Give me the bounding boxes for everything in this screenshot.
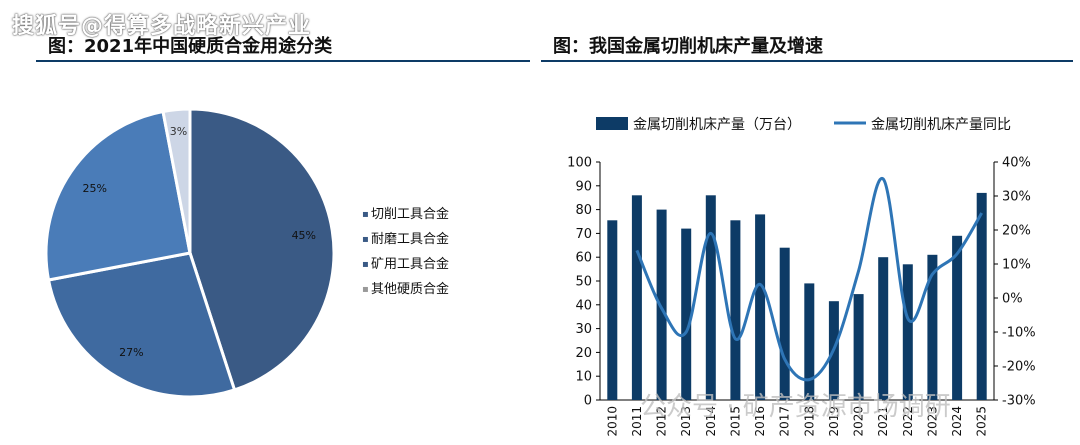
x-tick-label: 2015 [728,406,742,437]
bar-2014 [705,195,716,400]
pie-slice-2 [46,251,237,399]
x-tick-label: 2020 [852,406,866,437]
y-left-tick-label: 90 [575,179,592,194]
y-right-tick-label: 20% [1002,224,1031,239]
pie-title-rule [36,60,530,62]
y-left-tick-label: 10 [575,370,592,385]
legend-marker-icon: ▪ [362,234,369,245]
x-tick-label: 2017 [778,406,792,437]
bar-chart-title: 图：我国金属切削机床产量及增速 [553,36,823,57]
watermark-bottom: 公众号 · 矿产资源市场调研 [640,392,951,422]
y-left-tick-label: 60 [575,251,592,266]
x-tick-label: 2018 [802,406,816,437]
bar-2011 [631,195,642,400]
x-tick-label: 2025 [975,406,989,437]
bar-2018 [804,283,815,400]
legend-bar-label: 金属切削机床产量（万台） [633,117,801,133]
x-tick-label: 2024 [950,406,964,437]
bar-2012 [656,209,667,400]
bar-2022 [902,264,913,400]
x-tick-label: 2010 [605,406,619,437]
y-right-tick-label: -20% [1002,360,1036,375]
bar-2023 [927,254,938,400]
y-left-tick-label: 70 [575,227,592,242]
y-left-tick-label: 20 [575,346,592,361]
pie-legend-label: 其他硬质合金 [371,281,449,297]
x-tick-label: 2016 [753,406,767,437]
y-right-tick-label: 10% [1002,258,1031,273]
watermark-text: 搜狐号@得算多战略新兴产业 [12,14,312,39]
bar-2024 [952,235,963,400]
y-right-tick-label: -10% [1002,326,1036,341]
x-tick-label: 2013 [679,406,693,437]
y-left-tick-label: 30 [575,322,592,337]
pie-chart-title: 图：2021年中国硬质合金用途分类 [48,36,333,57]
y-left-tick-label: 100 [567,156,592,171]
pie-slice-label: 3% [170,125,187,138]
bar-2021 [878,257,889,400]
bar-2020 [853,294,864,400]
x-tick-label: 2014 [704,406,718,437]
pie-slice-4 [161,107,192,254]
y-right-tick-label: -30% [1002,394,1036,409]
bar-2017 [779,247,790,400]
y-left-tick-label: 40 [575,298,592,313]
x-tick-label: 2019 [827,406,841,437]
x-tick-label: 2012 [655,406,669,437]
y-right-tick-label: 40% [1002,156,1031,171]
x-tick-label: 2011 [630,406,644,437]
y-left-tick-label: 80 [575,203,592,218]
pie-slice-1 [188,107,336,392]
legend-bar-swatch [596,117,628,130]
legend-marker-icon: ▪ [362,259,369,270]
pie-slice-label: 25% [82,182,106,195]
pie-slice-label: 45% [292,229,316,242]
x-tick-label: 2021 [876,406,890,437]
bar-2016 [755,214,766,400]
y-left-tick-label: 0 [584,394,592,409]
y-left-tick-label: 50 [575,275,592,290]
bar-2010 [607,220,618,400]
bar-2015 [730,220,741,400]
bar-title-rule [541,60,1073,62]
pie-slice-3 [44,109,192,282]
y-right-tick-label: 30% [1002,190,1031,205]
legend-marker-icon: ▪ [362,284,369,295]
pie-legend-label: 耐磨工具合金 [371,231,449,247]
legend-line-label: 金属切削机床产量同比 [871,117,1011,133]
legend-marker-icon: ▪ [362,209,369,220]
y-right-tick-label: 0% [1002,292,1023,307]
bar-2025 [976,192,987,400]
yoy-growth-line [635,177,983,382]
x-tick-label: 2022 [901,406,915,437]
pie-legend-label: 切削工具合金 [371,206,449,222]
x-tick-label: 2023 [925,406,939,437]
pie-slice-label: 27% [119,346,143,359]
pie-legend-label: 矿用工具合金 [371,256,449,272]
bar-2013 [681,228,692,400]
